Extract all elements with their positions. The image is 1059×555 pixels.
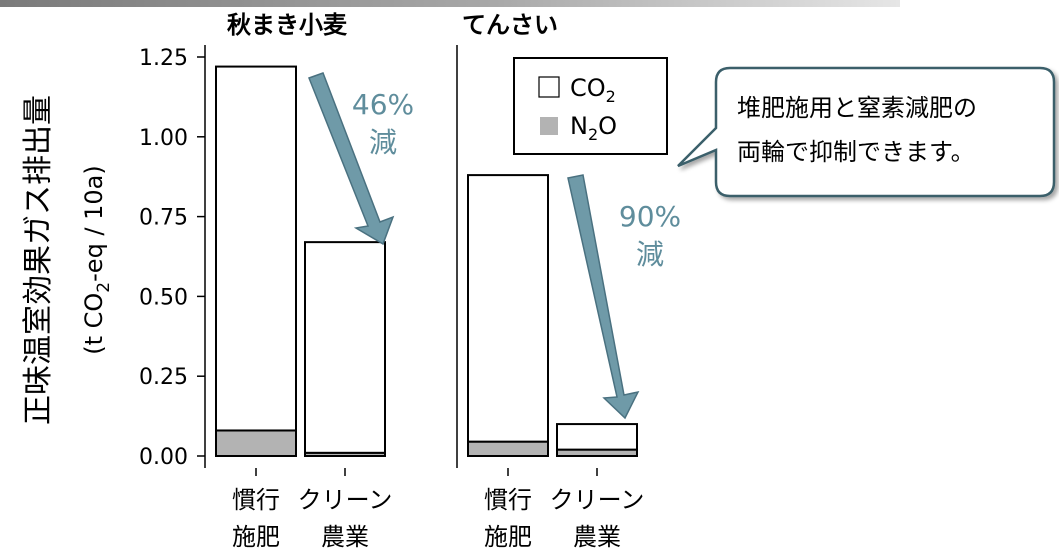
y-tick-label: 0.25 bbox=[139, 365, 188, 390]
bar-segment-n2o bbox=[215, 429, 297, 457]
y-tick-label: 1.25 bbox=[139, 46, 188, 71]
y-tick-label: 0.50 bbox=[139, 285, 188, 310]
bar-segment-n2o bbox=[467, 440, 549, 457]
reduction-label: 減 bbox=[636, 238, 664, 271]
reduction-arrow bbox=[567, 174, 640, 420]
y-tick-label: 0.00 bbox=[139, 445, 188, 470]
legend-label-n2o: N2O bbox=[570, 112, 617, 144]
callout-shape bbox=[677, 66, 1056, 198]
legend-label-co2: CO2 bbox=[570, 74, 616, 106]
x-tick-label-line1: クリーン bbox=[298, 486, 393, 514]
panel-title: 秋まき小麦 bbox=[227, 11, 348, 39]
panel-title: てんさい bbox=[462, 11, 558, 39]
x-tick-label-line2: 農業 bbox=[573, 523, 621, 551]
x-tick-label-line1: 慣行 bbox=[232, 486, 280, 514]
legend-swatch-co2 bbox=[538, 76, 560, 98]
callout-text-line2: 両輪で抑制できます。 bbox=[737, 138, 975, 166]
bar-segment-co2 bbox=[304, 241, 386, 454]
y-tick-label: 1.00 bbox=[139, 126, 188, 151]
panel-winter-wheat: 秋まき小麦 0.00 0.25 0.50 0.75 1.00 1.25 慣行施肥クリーン農… bbox=[139, 11, 414, 551]
bar-segment-co2 bbox=[215, 65, 297, 432]
legend-box bbox=[513, 57, 668, 155]
y-tick-label: 0.75 bbox=[139, 206, 188, 231]
bar-segment-co2 bbox=[556, 423, 638, 451]
bar-segment-co2 bbox=[467, 174, 549, 443]
x-tick-label-line2: 施肥 bbox=[484, 523, 532, 551]
x-tick-label-line2: 施肥 bbox=[232, 523, 280, 551]
y-axis-unit: (t CO2-eq / 10a) bbox=[80, 165, 114, 355]
legend-swatch-n2o bbox=[540, 117, 558, 135]
x-tick-label-line1: 慣行 bbox=[484, 486, 532, 514]
x-tick-label-line1: クリーン bbox=[550, 486, 645, 514]
reduction-arrow bbox=[308, 72, 395, 246]
reduction-percent: 46% bbox=[352, 88, 414, 121]
legend: CO2 N2O bbox=[513, 57, 668, 155]
x-tick-label-line2: 農業 bbox=[321, 523, 369, 551]
callout-bubble bbox=[677, 66, 1056, 198]
y-axis-title: 正味温室効果ガス排出量 bbox=[21, 95, 56, 425]
reduction-percent: 90% bbox=[619, 200, 681, 233]
callout-text-line1: 堆肥施用と窒素減肥の bbox=[737, 94, 977, 122]
reduction-label: 減 bbox=[369, 126, 397, 159]
top-decoration-bar bbox=[0, 0, 900, 7]
